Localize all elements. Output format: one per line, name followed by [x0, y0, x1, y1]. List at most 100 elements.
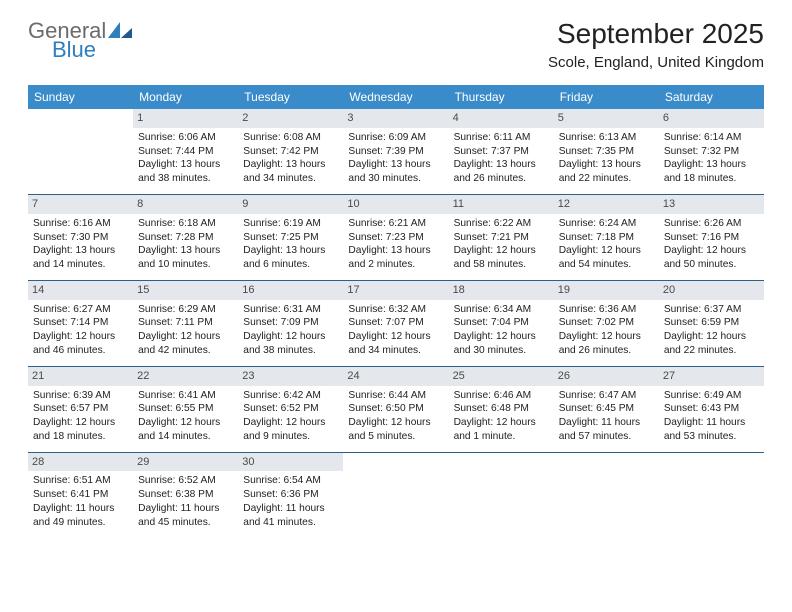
day-number: 27 — [659, 367, 764, 386]
sunset-text: Sunset: 6:48 PM — [454, 402, 549, 416]
calendar-cell: 28Sunrise: 6:51 AMSunset: 6:41 PMDayligh… — [28, 453, 133, 538]
day-number: 20 — [659, 281, 764, 300]
calendar-cell: 19Sunrise: 6:36 AMSunset: 7:02 PMDayligh… — [554, 281, 659, 366]
dow-thursday: Thursday — [449, 85, 554, 109]
sunrise-text: Sunrise: 6:42 AM — [243, 389, 338, 403]
calendar-cell — [449, 453, 554, 538]
title-block: September 2025 Scole, England, United Ki… — [548, 18, 764, 71]
calendar-cell: 17 Sunrise: 6:32 AMSunset: 7:07 PMDayligh… — [343, 281, 448, 366]
sunset-text: Sunset: 7:32 PM — [664, 145, 759, 159]
calendar-week: 21Sunrise: 6:39 AMSunset: 6:57 PMDayligh… — [28, 367, 764, 453]
calendar-week: 28Sunrise: 6:51 AMSunset: 6:41 PMDayligh… — [28, 453, 764, 538]
logo-text: General Blue — [28, 18, 134, 61]
calendar-cell: 13Sunrise: 6:26 AMSunset: 7:16 PMDayligh… — [659, 195, 764, 280]
calendar-cell: 25Sunrise: 6:46 AMSunset: 6:48 PMDayligh… — [449, 367, 554, 452]
day-number: 23 — [238, 367, 343, 386]
daylight-text: Daylight: 12 hours and 9 minutes. — [243, 416, 338, 444]
sunset-text: Sunset: 7:16 PM — [664, 231, 759, 245]
sunset-text: Sunset: 7:42 PM — [243, 145, 338, 159]
day-number: 21 — [28, 367, 133, 386]
daylight-text: Daylight: 13 hours and 10 minutes. — [138, 244, 233, 272]
daylight-text: Daylight: 13 hours and 38 minutes. — [138, 158, 233, 186]
sunset-text: Sunset: 7:35 PM — [559, 145, 654, 159]
daylight-text: Daylight: 12 hours and 22 minutes. — [664, 330, 759, 358]
day-number: 6 — [659, 109, 764, 128]
daylight-text: Daylight: 13 hours and 34 minutes. — [243, 158, 338, 186]
sunset-text: Sunset: 6:57 PM — [33, 402, 128, 416]
calendar-cell: 9Sunrise: 6:19 AMSunset: 7:25 PMDaylight… — [238, 195, 343, 280]
day-number: 26 — [554, 367, 659, 386]
month-title: September 2025 — [548, 18, 764, 50]
sunset-text: Sunset: 7:14 PM — [33, 316, 128, 330]
sunset-text: Sunset: 7:30 PM — [33, 231, 128, 245]
sunset-text: Sunset: 7:07 PM — [348, 316, 443, 330]
sunset-text: Sunset: 6:59 PM — [664, 316, 759, 330]
sunset-text: Sunset: 6:45 PM — [559, 402, 654, 416]
daylight-text: Daylight: 12 hours and 58 minutes. — [454, 244, 549, 272]
sunrise-text: Sunrise: 6:49 AM — [664, 389, 759, 403]
day-number: 16 — [238, 281, 343, 300]
daylight-text: Daylight: 12 hours and 38 minutes. — [243, 330, 338, 358]
sunrise-text: Sunrise: 6:44 AM — [348, 389, 443, 403]
daylight-text: Daylight: 11 hours and 57 minutes. — [559, 416, 654, 444]
sunset-text: Sunset: 7:21 PM — [454, 231, 549, 245]
daylight-text: Daylight: 13 hours and 14 minutes. — [33, 244, 128, 272]
daylight-text: Daylight: 11 hours and 41 minutes. — [243, 502, 338, 530]
calendar-cell: 21Sunrise: 6:39 AMSunset: 6:57 PMDayligh… — [28, 367, 133, 452]
day-number: 17 — [343, 281, 448, 300]
calendar-week: 7Sunrise: 6:16 AMSunset: 7:30 PMDaylight… — [28, 195, 764, 281]
header: General Blue September 2025 Scole, Engla… — [28, 18, 764, 71]
sunrise-text: Sunrise: 6:06 AM — [138, 131, 233, 145]
daylight-text: Daylight: 12 hours and 26 minutes. — [559, 330, 654, 358]
calendar-cell: 12 Sunrise: 6:24 AMSunset: 7:18 PMDayligh… — [554, 195, 659, 280]
calendar-cell: 26Sunrise: 6:47 AMSunset: 6:45 PMDayligh… — [554, 367, 659, 452]
daylight-text: Daylight: 13 hours and 26 minutes. — [454, 158, 549, 186]
day-of-week-header: Sunday Monday Tuesday Wednesday Thursday… — [28, 85, 764, 109]
sunset-text: Sunset: 7:37 PM — [454, 145, 549, 159]
sunrise-text: Sunrise: 6:46 AM — [454, 389, 549, 403]
calendar-cell: 22Sunrise: 6:41 AMSunset: 6:55 PMDayligh… — [133, 367, 238, 452]
sunset-text: Sunset: 6:52 PM — [243, 402, 338, 416]
sunrise-text: Sunrise: 6:21 AM — [348, 217, 443, 231]
sunrise-text: Sunrise: 6:34 AM — [454, 303, 549, 317]
daylight-text: Daylight: 12 hours and 34 minutes. — [348, 330, 443, 358]
calendar-cell: 27Sunrise: 6:49 AMSunset: 6:43 PMDayligh… — [659, 367, 764, 452]
calendar-cell: 24Sunrise: 6:44 AMSunset: 6:50 PMDayligh… — [343, 367, 448, 452]
logo: General Blue — [28, 18, 134, 61]
calendar-cell: 8Sunrise: 6:18 AMSunset: 7:28 PMDaylight… — [133, 195, 238, 280]
day-number: 8 — [133, 195, 238, 214]
daylight-text: Daylight: 12 hours and 54 minutes. — [559, 244, 654, 272]
sunrise-text: Sunrise: 6:13 AM — [559, 131, 654, 145]
calendar-week: 14Sunrise: 6:27 AMSunset: 7:14 PMDayligh… — [28, 281, 764, 367]
dow-friday: Friday — [554, 85, 659, 109]
calendar-cell: 30Sunrise: 6:54 AMSunset: 6:36 PMDayligh… — [238, 453, 343, 538]
daylight-text: Daylight: 12 hours and 5 minutes. — [348, 416, 443, 444]
day-number: 22 — [133, 367, 238, 386]
sunrise-text: Sunrise: 6:14 AM — [664, 131, 759, 145]
day-number: 3 — [343, 109, 448, 128]
calendar-cell — [343, 453, 448, 538]
sunrise-text: Sunrise: 6:32 AM — [348, 303, 443, 317]
location-text: Scole, England, United Kingdom — [548, 54, 764, 71]
daylight-text: Daylight: 11 hours and 49 minutes. — [33, 502, 128, 530]
sunrise-text: Sunrise: 6:52 AM — [138, 474, 233, 488]
calendar-page: General Blue September 2025 Scole, Engla… — [0, 0, 792, 538]
sunset-text: Sunset: 6:55 PM — [138, 402, 233, 416]
daylight-text: Daylight: 13 hours and 6 minutes. — [243, 244, 338, 272]
logo-word-blue: Blue — [52, 38, 134, 61]
daylight-text: Daylight: 12 hours and 18 minutes. — [33, 416, 128, 444]
day-number: 12 — [554, 195, 659, 214]
day-number: 11 — [449, 195, 554, 214]
day-number: 4 — [449, 109, 554, 128]
calendar-cell: 16Sunrise: 6:31 AMSunset: 7:09 PMDayligh… — [238, 281, 343, 366]
sunset-text: Sunset: 7:18 PM — [559, 231, 654, 245]
daylight-text: Daylight: 12 hours and 1 minute. — [454, 416, 549, 444]
sunrise-text: Sunrise: 6:24 AM — [559, 217, 654, 231]
calendar-cell — [659, 453, 764, 538]
calendar-cell: 20Sunrise: 6:37 AMSunset: 6:59 PMDayligh… — [659, 281, 764, 366]
dow-saturday: Saturday — [659, 85, 764, 109]
calendar-cell: 7Sunrise: 6:16 AMSunset: 7:30 PMDaylight… — [28, 195, 133, 280]
calendar-cell: 10Sunrise: 6:21 AMSunset: 7:23 PMDayligh… — [343, 195, 448, 280]
sunset-text: Sunset: 6:38 PM — [138, 488, 233, 502]
daylight-text: Daylight: 12 hours and 50 minutes. — [664, 244, 759, 272]
